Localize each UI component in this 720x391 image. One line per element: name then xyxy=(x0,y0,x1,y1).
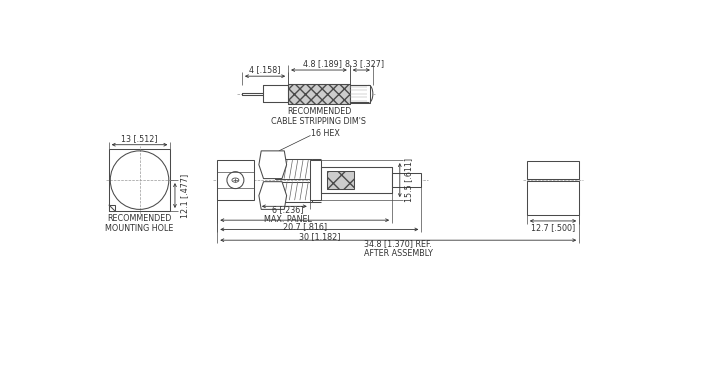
Text: RECOMMENDED
MOUNTING HOLE: RECOMMENDED MOUNTING HOLE xyxy=(105,213,174,233)
Text: 30 [1.182]: 30 [1.182] xyxy=(299,232,340,241)
Ellipse shape xyxy=(365,85,373,102)
Bar xyxy=(217,160,253,200)
Bar xyxy=(288,84,350,104)
Bar xyxy=(350,85,369,102)
Bar xyxy=(527,161,579,179)
Bar xyxy=(109,149,171,211)
Text: 6 [.236]
MAX. PANEL: 6 [.236] MAX. PANEL xyxy=(264,205,312,224)
Bar xyxy=(350,84,370,103)
Polygon shape xyxy=(259,182,287,210)
Bar xyxy=(109,205,115,211)
Text: 12.1 [.477]: 12.1 [.477] xyxy=(180,173,189,218)
Bar xyxy=(392,173,421,187)
Text: 15.5 [.611]: 15.5 [.611] xyxy=(405,158,413,202)
Ellipse shape xyxy=(232,178,239,182)
Bar xyxy=(527,181,579,215)
Text: 4.8 [.189]: 4.8 [.189] xyxy=(303,59,342,68)
Text: 16 HEX: 16 HEX xyxy=(311,129,340,138)
Bar xyxy=(263,85,288,102)
Text: 12.7 [.500]: 12.7 [.500] xyxy=(531,223,575,232)
Text: 8.3 [.327]: 8.3 [.327] xyxy=(345,59,384,68)
Polygon shape xyxy=(259,151,287,179)
Text: RECOMMENDED
CABLE STRIPPING DIM'S: RECOMMENDED CABLE STRIPPING DIM'S xyxy=(271,106,366,126)
Bar xyxy=(321,167,392,193)
Bar xyxy=(275,159,312,179)
Text: 34.8 [1.370] REF.
AFTER ASSEMBLY: 34.8 [1.370] REF. AFTER ASSEMBLY xyxy=(364,239,433,258)
Bar xyxy=(275,182,312,202)
Text: 20.7 [.816]: 20.7 [.816] xyxy=(283,222,327,231)
Bar xyxy=(328,171,354,189)
Bar xyxy=(242,93,288,95)
Text: 13 [.512]: 13 [.512] xyxy=(121,134,158,143)
Bar xyxy=(310,160,321,200)
Text: 4 [.158]: 4 [.158] xyxy=(249,66,281,75)
